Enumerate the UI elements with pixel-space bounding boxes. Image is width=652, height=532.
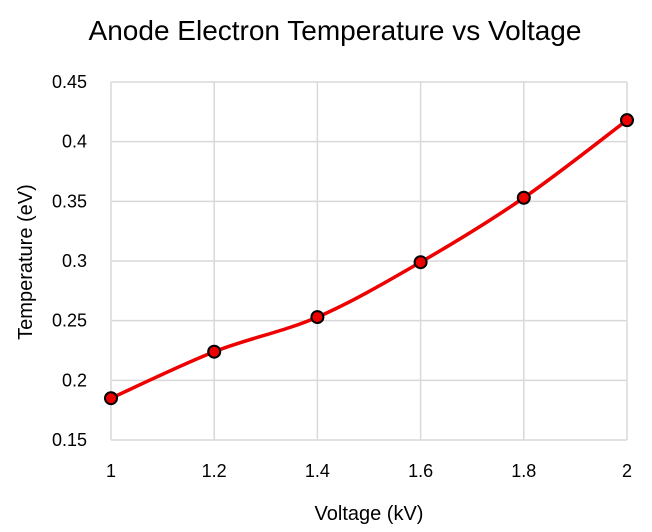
- x-tick-label: 1.2: [202, 461, 227, 481]
- y-tick-label: 0.35: [52, 191, 87, 211]
- y-tick-label: 0.3: [62, 251, 87, 271]
- y-tick-label: 0.45: [52, 72, 87, 92]
- y-tick-label: 0.15: [52, 430, 87, 450]
- x-tick-label: 2: [622, 461, 632, 481]
- data-point: [310, 310, 325, 325]
- y-axis-tick-labels: 0.45 0.4 0.35 0.3 0.25 0.2 0.15: [52, 72, 87, 450]
- data-point: [207, 344, 222, 359]
- x-tick-label: 1.8: [511, 461, 536, 481]
- x-axis-tick-labels: 1 1.2 1.4 1.6 1.8 2: [106, 461, 632, 481]
- x-tick-label: 1.4: [305, 461, 330, 481]
- y-tick-label: 0.4: [62, 132, 87, 152]
- x-tick-label: 1.6: [408, 461, 433, 481]
- data-markers: [104, 113, 634, 406]
- x-tick-label: 1: [106, 461, 116, 481]
- data-point: [104, 391, 118, 406]
- data-point: [620, 113, 634, 128]
- chart-title: Anode Electron Temperature vs Voltage: [89, 15, 582, 46]
- gridlines: [110, 81, 628, 441]
- y-tick-label: 0.25: [52, 311, 87, 331]
- series-line: [109, 118, 629, 400]
- data-point: [413, 255, 428, 270]
- y-axis-title: Temperature (eV): [15, 184, 37, 340]
- y-tick-label: 0.2: [62, 370, 87, 390]
- x-axis-title: Voltage (kV): [315, 503, 424, 525]
- data-point: [516, 190, 531, 205]
